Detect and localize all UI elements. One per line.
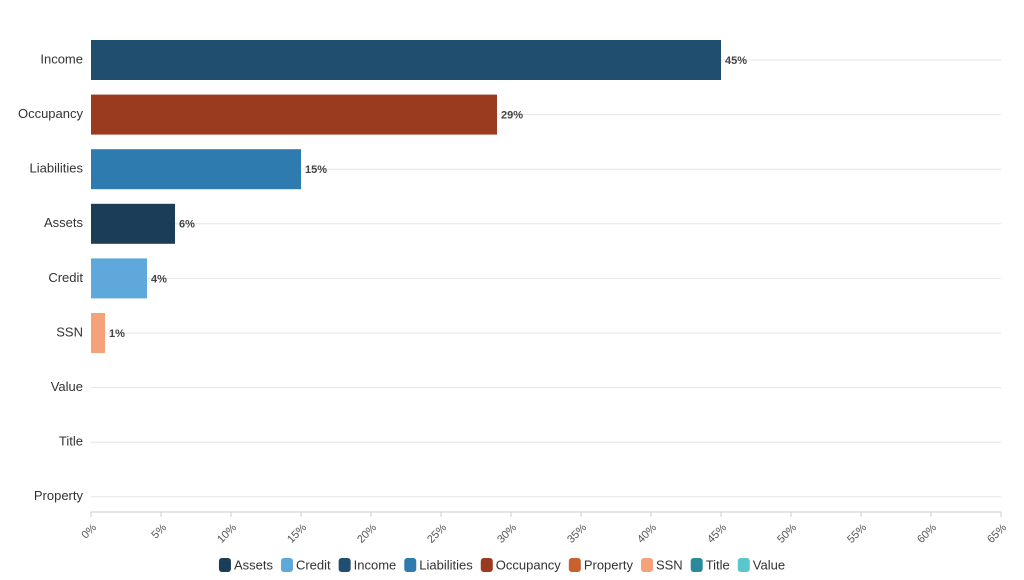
y-tick-label: Assets: [44, 215, 84, 230]
legend-swatch: [280, 558, 293, 572]
legend-swatch: [480, 558, 493, 572]
x-tick-label: 35%: [565, 522, 589, 546]
bar: [91, 258, 147, 299]
legend-label: Income: [354, 557, 397, 572]
y-tick-label: Title: [59, 434, 83, 449]
x-tick-label: 0%: [79, 522, 99, 542]
x-tick-label: 30%: [495, 522, 519, 546]
legend-swatch: [640, 558, 653, 572]
bar: [91, 149, 301, 190]
y-tick-label: Property: [34, 488, 84, 503]
y-tick-label: Income: [40, 51, 83, 66]
y-tick-label: SSN: [56, 324, 83, 339]
legend-label: Credit: [296, 557, 331, 572]
legend-label: Liabilities: [419, 557, 473, 572]
bar: [91, 313, 105, 353]
legend-swatch: [737, 558, 750, 572]
legend: Assets Credit Income Liabilities Occupancy Pr…: [218, 557, 785, 572]
legend-label: Property: [584, 557, 634, 572]
legend-swatch: [568, 558, 581, 572]
data-label: 1%: [109, 328, 125, 340]
legend-swatch: [338, 558, 351, 572]
y-tick-label: Liabilities: [30, 161, 84, 176]
x-tick-label: 15%: [285, 522, 309, 546]
data-label: 29%: [501, 110, 523, 122]
legend-label: Title: [706, 557, 730, 572]
x-tick-label: 25%: [425, 522, 449, 546]
legend-swatch: [218, 558, 231, 572]
legend-label: Value: [753, 557, 785, 572]
y-tick-label: Credit: [48, 270, 83, 285]
y-tick-label: Value: [51, 379, 83, 394]
y-tick-label: Occupancy: [18, 106, 84, 121]
legend-swatch: [404, 558, 417, 572]
legend-label: Occupancy: [496, 557, 562, 572]
x-tick-label: 5%: [149, 522, 169, 542]
x-tick-label: 10%: [215, 522, 239, 546]
data-label: 6%: [179, 219, 195, 231]
x-tick-label: 50%: [775, 522, 799, 546]
data-label: 45%: [725, 55, 747, 67]
bar: [91, 40, 721, 80]
x-tick-label: 65%: [985, 522, 1009, 546]
x-tick-label: 55%: [845, 522, 869, 546]
x-tick-label: 40%: [635, 522, 659, 546]
data-label: 15%: [305, 164, 327, 176]
legend-swatch: [690, 558, 703, 572]
legend-label: Assets: [234, 557, 274, 572]
x-tick-label: 45%: [705, 522, 729, 546]
data-label: 4%: [151, 273, 167, 285]
bar: [91, 94, 497, 135]
bar: [91, 203, 175, 244]
x-tick-label: 60%: [915, 522, 939, 546]
legend-label: SSN: [656, 557, 683, 572]
x-tick-label: 20%: [355, 522, 379, 546]
